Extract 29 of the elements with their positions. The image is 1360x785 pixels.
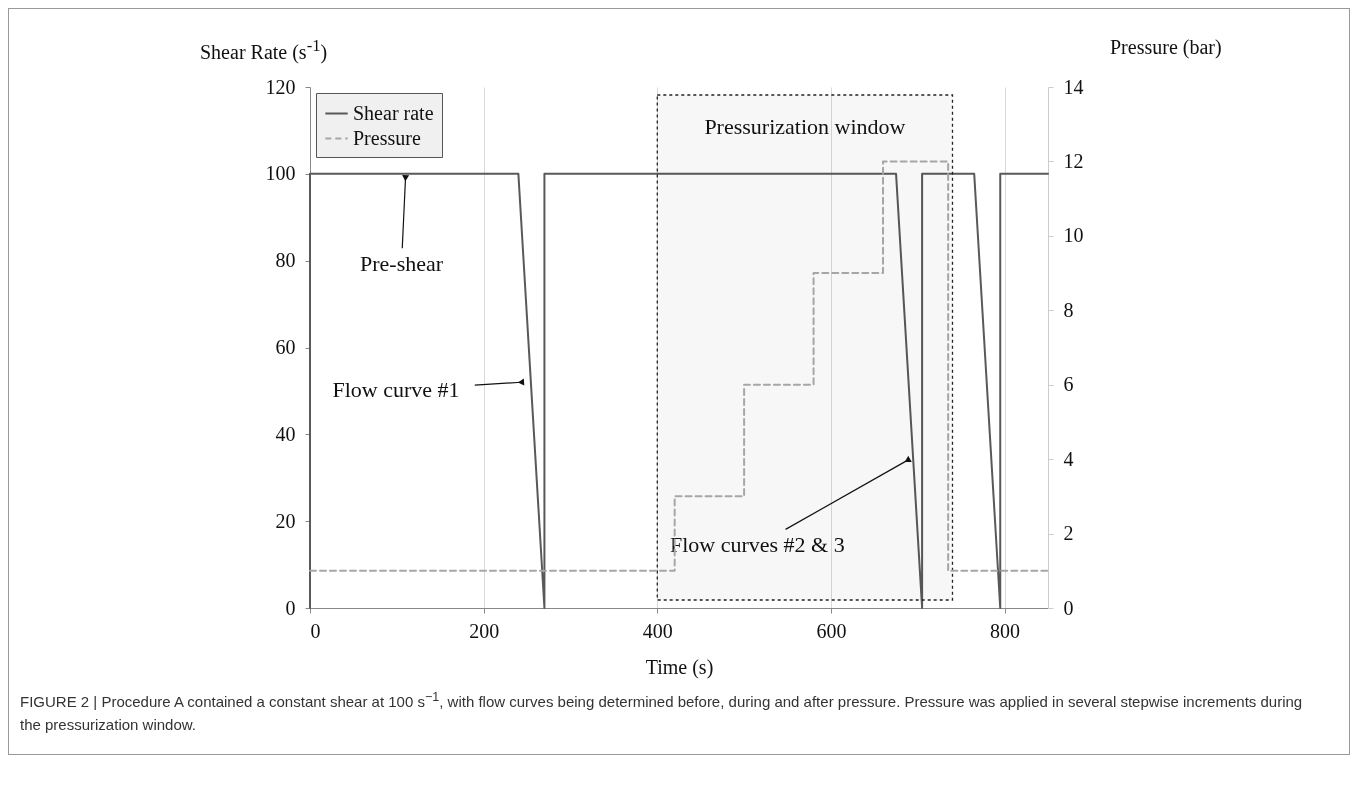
legend-label: Pressure	[353, 126, 421, 149]
y-tick-label: 80	[275, 249, 296, 272]
y2-tick-label: 14	[1063, 75, 1084, 98]
legend-label: Shear rate	[353, 101, 434, 124]
y-tick-label: 60	[275, 336, 296, 358]
x-axis-title: Time (s)	[645, 655, 714, 679]
y2-tick-label: 6	[1063, 373, 1074, 396]
x-tick-label: 800	[990, 619, 1021, 642]
y2-tick-label: 0	[1063, 596, 1074, 619]
band-label: Pressurization window	[704, 114, 906, 139]
annotation: Flow curve #1	[332, 377, 460, 403]
y2-tick-label: 12	[1063, 149, 1084, 172]
y2-tick-label: 4	[1063, 447, 1074, 470]
annotation: Pre-shear	[359, 251, 444, 277]
y-tick-label: 20	[275, 509, 296, 532]
y-axis-title: Shear Rate (s$^{-1}$)	[200, 36, 328, 64]
y2-tick-label: 2	[1063, 522, 1074, 545]
y-tick-label: 40	[275, 422, 296, 445]
x-tick-label: 200	[469, 619, 500, 642]
y2-axis-title: Pressure (bar)	[1110, 36, 1222, 59]
x-tick-label: 400	[642, 619, 673, 642]
x-tick-label: 0	[310, 619, 321, 642]
y-tick-label: 100	[265, 162, 296, 185]
y-tick-label: 0	[285, 596, 296, 619]
text: FIGURE 2 | Procedure A contained a constant shear at 100 s$^{−1}$, with flow curves being determined before, during and after pressure. Pressure was applied in several stepwise increments during the pressurization window.	[20, 690, 1303, 733]
x-tick-label: 600	[816, 619, 847, 642]
y2-tick-label: 8	[1063, 298, 1074, 321]
y2-tick-label: 10	[1063, 224, 1084, 247]
y-tick-label: 120	[265, 75, 296, 98]
